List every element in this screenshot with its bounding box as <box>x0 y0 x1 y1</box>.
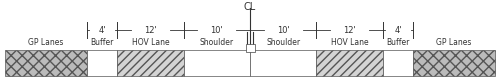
Text: HOV Lane: HOV Lane <box>132 38 170 47</box>
Text: 12': 12' <box>144 26 157 35</box>
Text: 4': 4' <box>394 26 402 35</box>
Text: GP Lanes: GP Lanes <box>28 38 64 47</box>
Text: 12': 12' <box>343 26 356 35</box>
Bar <box>5 50 86 76</box>
Text: Shoulder: Shoulder <box>200 38 234 47</box>
Bar <box>246 44 254 52</box>
Bar <box>184 50 250 76</box>
Text: Buffer: Buffer <box>386 38 409 47</box>
Bar <box>250 50 316 76</box>
Bar <box>316 50 382 76</box>
Text: GP Lanes: GP Lanes <box>436 38 472 47</box>
Text: 10': 10' <box>210 26 223 35</box>
Text: 10': 10' <box>277 26 289 35</box>
Text: Buffer: Buffer <box>90 38 114 47</box>
Text: CL: CL <box>244 2 256 12</box>
Bar <box>118 50 184 76</box>
Text: 4': 4' <box>98 26 106 35</box>
Text: Shoulder: Shoulder <box>266 38 300 47</box>
Bar <box>382 50 414 76</box>
Bar <box>86 50 118 76</box>
Bar <box>414 50 495 76</box>
Text: HOV Lane: HOV Lane <box>330 38 368 47</box>
